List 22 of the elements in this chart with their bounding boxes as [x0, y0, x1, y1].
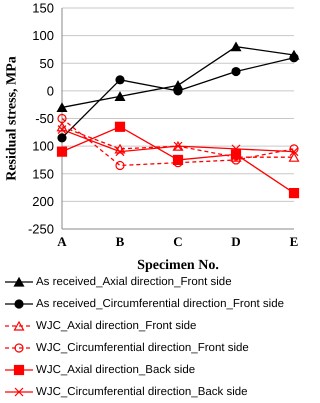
y-tick-label: 100 [32, 138, 54, 154]
legend-label: WJC_Axial direction_Back side [36, 364, 196, 376]
y-tick-label: 200 [32, 194, 54, 209]
y-axis-title: Residual stress, MPa [4, 56, 20, 181]
x-tick-label: D [231, 234, 241, 250]
y-tick-label: 150 [32, 166, 54, 182]
y-tick-label: -50 [35, 111, 54, 126]
legend-label: WJC_Axial direction_Front side [36, 320, 196, 332]
legend-label: As received_Axial direction_Front side [36, 276, 232, 288]
legend-label: WJC_Circumferential direction_Front side [36, 342, 249, 354]
legend-label: WJC_Circumferential direction_Back side [36, 386, 248, 398]
y-tick-label: 50 [40, 56, 54, 71]
y-tick-label: -250 [28, 222, 54, 237]
legend-label: As received_Circumferential direction_Front side [36, 298, 284, 310]
x-tick-label: E [290, 234, 298, 250]
x-tick-label: B [116, 234, 125, 250]
x-tick-label: A [57, 234, 68, 250]
y-tick-label: 0 [46, 83, 54, 98]
y-tick-label: 150 [32, 0, 54, 16]
y-tick-label: 100 [32, 28, 54, 44]
x-axis-title: Specimen No. [137, 258, 219, 273]
x-tick-label: C [173, 234, 183, 250]
